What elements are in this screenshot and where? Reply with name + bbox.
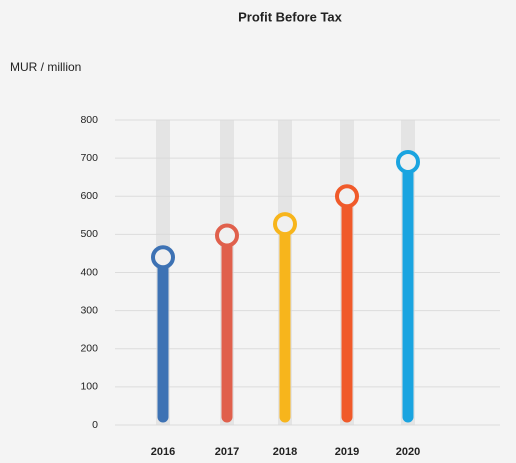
- marker: [335, 184, 359, 209]
- y-axis-label: MUR / million: [10, 60, 81, 74]
- x-tick-label: 2020: [396, 446, 420, 458]
- marker: [215, 223, 239, 248]
- y-tick-label: 800: [80, 114, 98, 126]
- y-tick-label: 700: [80, 152, 98, 164]
- x-tick-label: 2018: [273, 446, 297, 458]
- y-tick-label: 100: [80, 381, 98, 393]
- x-tick-label: 2017: [215, 446, 239, 458]
- x-tick-label: 2016: [151, 446, 175, 458]
- y-tick-label: 400: [80, 266, 98, 278]
- chart-title: Profit Before Tax: [238, 9, 343, 24]
- marker: [273, 212, 297, 237]
- y-tick-label: 500: [80, 228, 98, 240]
- y-tick-label: 600: [80, 190, 98, 202]
- marker: [396, 149, 420, 174]
- marker: [151, 245, 175, 270]
- y-tick-label: 200: [80, 343, 98, 355]
- y-tick-label: 0: [92, 419, 98, 431]
- x-tick-label: 2019: [335, 446, 359, 458]
- y-tick-label: 300: [80, 304, 98, 316]
